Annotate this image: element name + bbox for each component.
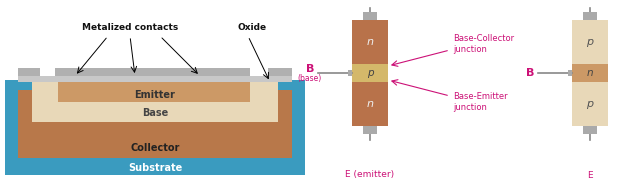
Bar	[58, 78, 250, 102]
Text: Base-Collector
junction: Base-Collector junction	[453, 34, 514, 54]
Bar	[5, 10, 305, 175]
Text: Oxide: Oxide	[238, 24, 266, 33]
Text: n: n	[587, 68, 593, 78]
Bar	[18, 68, 40, 76]
Bar	[32, 82, 278, 122]
Text: Metalized contacts: Metalized contacts	[82, 24, 178, 33]
Text: n: n	[367, 99, 374, 109]
Text: Base-Emitter
junction: Base-Emitter junction	[453, 92, 508, 112]
Text: n: n	[367, 37, 374, 47]
Bar	[572, 20, 608, 64]
Text: Collector: Collector	[130, 143, 180, 153]
Text: B: B	[526, 68, 534, 78]
Bar	[583, 12, 597, 20]
Bar	[352, 82, 388, 126]
Bar	[352, 64, 388, 82]
Bar	[348, 70, 352, 76]
Text: Base: Base	[142, 108, 168, 118]
Bar	[268, 68, 292, 76]
Bar	[572, 82, 608, 126]
Bar	[568, 70, 572, 76]
Text: p: p	[586, 37, 594, 47]
Bar	[363, 126, 377, 134]
Text: p: p	[586, 99, 594, 109]
Bar	[583, 126, 597, 134]
Text: Emitter: Emitter	[135, 90, 175, 100]
Text: (base): (base)	[298, 73, 322, 82]
Bar	[352, 20, 388, 64]
Bar	[18, 90, 292, 158]
Text: E (emitter): E (emitter)	[345, 171, 395, 180]
Bar	[55, 68, 250, 76]
Text: E: E	[587, 171, 593, 180]
Bar	[363, 12, 377, 20]
Bar	[18, 76, 292, 82]
Text: B: B	[306, 64, 314, 74]
Bar	[572, 64, 608, 82]
Text: Substrate: Substrate	[128, 163, 182, 173]
Bar	[5, 80, 305, 175]
Text: p: p	[367, 68, 373, 78]
